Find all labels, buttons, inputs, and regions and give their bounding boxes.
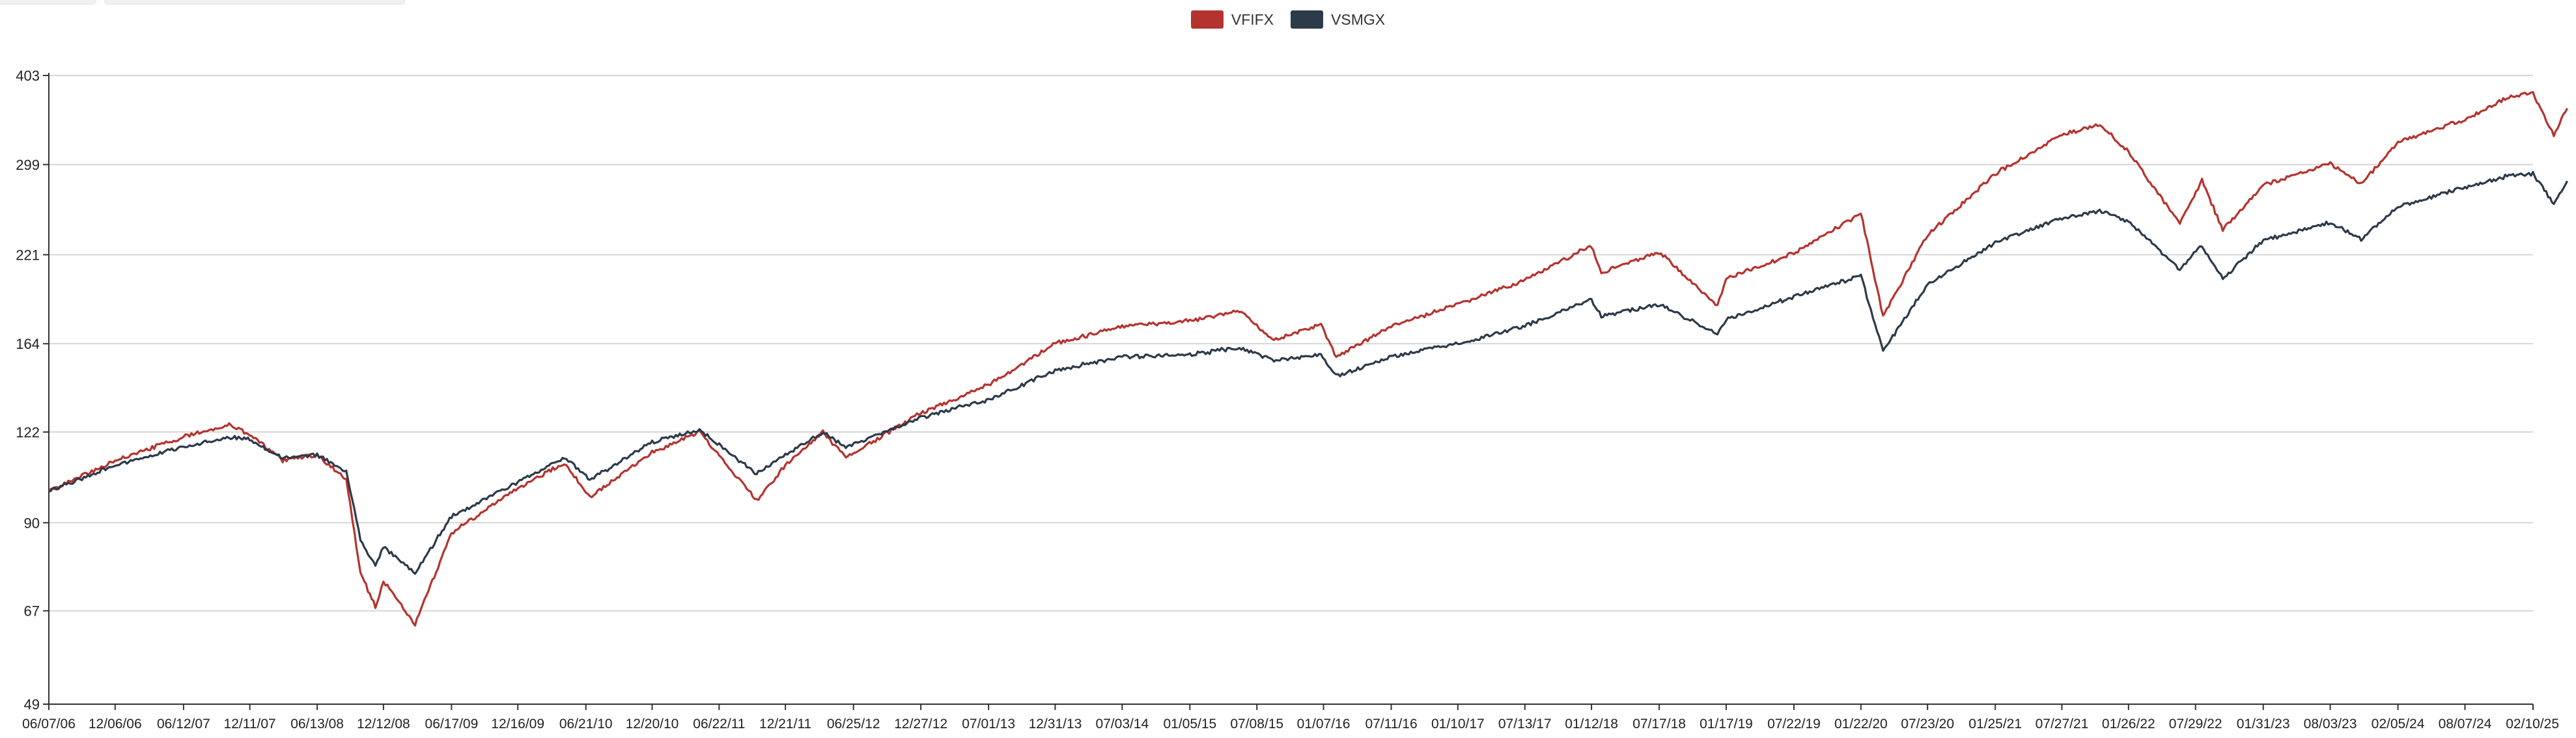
x-tick-label: 07/22/19	[1767, 717, 1821, 731]
y-tick-label: 122	[16, 424, 40, 441]
x-tick-label: 07/11/16	[1365, 717, 1417, 731]
x-tick-label: 12/21/11	[759, 717, 811, 731]
series-line-vsmgx	[48, 171, 2569, 575]
x-tick-label: 06/13/08	[290, 717, 344, 731]
legend-swatch-vfifx	[1190, 10, 1224, 29]
series-lines	[48, 90, 2569, 627]
x-tick-label: 07/03/14	[1095, 717, 1149, 731]
x-axis: 06/07/06 12/06/06 06/12/07 12/11/07 06/13/08…	[22, 704, 2559, 731]
y-tick-label: 67	[24, 603, 40, 620]
x-tick-label: 12/31/13	[1029, 717, 1082, 731]
x-tick-label: 06/22/11	[693, 717, 745, 731]
x-tick-label: 01/22/20	[1834, 717, 1888, 731]
x-tick-label: 06/21/10	[559, 717, 613, 731]
x-tick-label: 07/08/15	[1230, 717, 1283, 731]
x-tick-label: 01/31/23	[2237, 717, 2290, 731]
x-tick-label: 12/16/09	[491, 717, 544, 731]
legend-item-vsmgx[interactable]: VSMGX	[1291, 10, 1385, 29]
x-tick-label: 12/12/08	[357, 717, 410, 731]
x-tick-label: 06/25/12	[827, 717, 880, 731]
x-tick-label: 01/12/18	[1565, 717, 1618, 731]
x-tick-label: 06/07/06	[22, 717, 76, 731]
x-tick-label: 12/11/07	[224, 717, 276, 731]
x-tick-label: 07/01/13	[962, 717, 1015, 731]
x-tick-label: 06/17/09	[425, 717, 479, 731]
legend-item-vfifx[interactable]: VFIFX	[1190, 10, 1274, 29]
x-tick-label: 12/06/06	[89, 717, 142, 731]
y-tick-label: 49	[24, 696, 40, 713]
x-tick-label: 01/10/17	[1431, 717, 1485, 731]
x-tick-label: 07/29/22	[2169, 717, 2222, 731]
x-tick-label: 12/20/10	[626, 717, 679, 731]
y-tick-label: 90	[24, 515, 40, 531]
x-tick-label: 07/17/18	[1632, 717, 1686, 731]
y-axis: 403 299 221 164 122 90 67 49	[16, 68, 49, 713]
x-tick-label: 01/05/15	[1163, 717, 1216, 731]
legend-label-vfifx: VFIFX	[1231, 10, 1274, 28]
x-tick-label: 08/07/24	[2439, 717, 2492, 731]
top-tab-strip	[0, 0, 521, 9]
y-tick-label: 164	[16, 336, 40, 352]
chart-legend: VFIFX VSMGX	[0, 7, 2576, 33]
legend-swatch-vsmgx	[1291, 10, 1324, 29]
x-tick-label: 01/17/19	[1700, 717, 1753, 731]
x-tick-label: 12/27/12	[894, 717, 947, 731]
x-tick-label: 01/07/16	[1297, 717, 1351, 731]
legend-label-vsmgx: VSMGX	[1331, 10, 1386, 28]
x-tick-label: 01/26/22	[2102, 717, 2155, 731]
x-tick-label: 07/27/21	[2036, 717, 2089, 731]
x-tick-label: 07/13/17	[1498, 717, 1552, 731]
y-tick-label: 403	[16, 68, 40, 84]
x-tick-label: 02/10/25	[2506, 717, 2559, 731]
series-line-vfifx	[48, 90, 2569, 627]
y-tick-label: 299	[16, 157, 40, 173]
y-tick-label: 221	[16, 247, 40, 263]
x-tick-label: 08/03/23	[2304, 717, 2357, 731]
x-tick-label: 02/05/24	[2372, 717, 2425, 731]
x-tick-label: 01/25/21	[1968, 717, 2022, 731]
x-tick-label: 06/12/07	[157, 717, 210, 731]
x-tick-label: 07/23/20	[1901, 717, 1954, 731]
